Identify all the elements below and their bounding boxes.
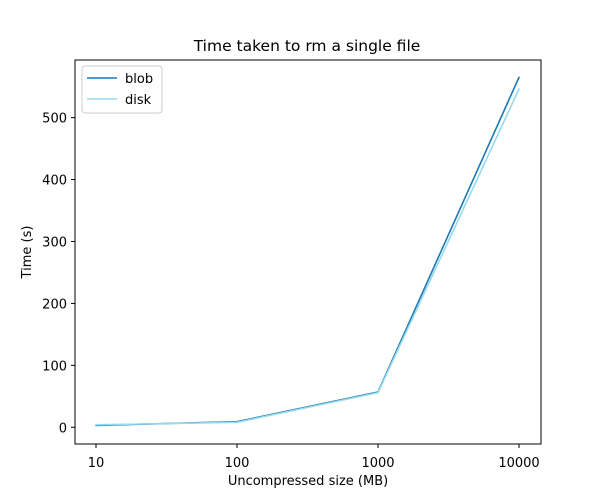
x-tick-label-10: 10 bbox=[88, 456, 105, 471]
data-point-disk-10 bbox=[95, 424, 97, 426]
data-point-disk-100 bbox=[236, 421, 238, 424]
y-tick-label-200: 200 bbox=[42, 297, 67, 312]
y-tick-label-300: 300 bbox=[42, 235, 67, 250]
x-axis-label: Uncompressed size (MB) bbox=[228, 474, 388, 489]
y-axis-label: Time (s) bbox=[20, 226, 35, 280]
plot-area-frame bbox=[74, 59, 542, 445]
x-tick-label-10000: 10000 bbox=[498, 456, 539, 471]
data-point-blob-10000 bbox=[518, 76, 520, 79]
legend-label-disk: disk bbox=[125, 93, 152, 108]
y-tick-label-0: 0 bbox=[59, 421, 67, 436]
x-tick-label-100: 100 bbox=[225, 456, 250, 471]
y-tick-label-400: 400 bbox=[42, 174, 67, 189]
series-line-disk bbox=[95, 88, 520, 426]
x-axis: 10 100 1000 10000 bbox=[88, 444, 540, 471]
y-tick-label-500: 500 bbox=[42, 112, 67, 127]
chart-title: Time taken to rm a single file bbox=[193, 37, 421, 55]
data-point-disk-1000 bbox=[377, 391, 379, 394]
data-point-disk-10000 bbox=[518, 88, 520, 90]
series-lines bbox=[95, 76, 520, 427]
y-axis: 0 100 200 300 400 500 bbox=[42, 112, 75, 436]
legend: blob disk bbox=[81, 65, 163, 114]
series-line-blob bbox=[95, 76, 520, 427]
legend-label-blob: blob bbox=[125, 72, 153, 87]
y-tick-label-100: 100 bbox=[42, 359, 67, 374]
x-tick-label-1000: 1000 bbox=[361, 456, 394, 471]
